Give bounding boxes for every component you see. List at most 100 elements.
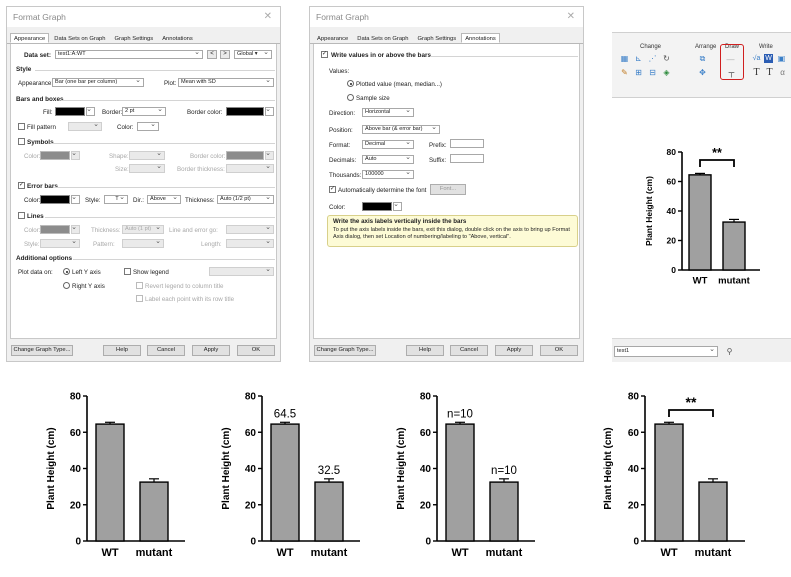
- fill-pattern-checkbox[interactable]: [18, 123, 25, 130]
- prev-data-set-button[interactable]: <: [207, 50, 217, 59]
- fill-color-swatch[interactable]: [55, 107, 85, 116]
- revert-legend-checkbox[interactable]: [136, 282, 143, 289]
- edit-icon[interactable]: ✎: [621, 68, 628, 77]
- thousands-select[interactable]: 100000: [362, 170, 414, 179]
- show-legend-checkbox[interactable]: [124, 268, 131, 275]
- greek-icon[interactable]: α: [780, 68, 785, 77]
- close-icon[interactable]: ✕: [263, 11, 272, 22]
- lines-thickness-select[interactable]: Auto (1 pt): [122, 225, 164, 234]
- link-icon[interactable]: ⚲: [726, 347, 733, 356]
- prefix-input[interactable]: [450, 139, 484, 148]
- suffix-input[interactable]: [450, 154, 484, 163]
- lines-style-select[interactable]: [40, 239, 80, 248]
- tab-data-sets[interactable]: Data Sets on Graph: [54, 36, 106, 42]
- lines-checkbox[interactable]: [18, 212, 25, 219]
- symbols-color-dropdown[interactable]: [71, 151, 80, 160]
- tab-graph-settings[interactable]: Graph Settings: [114, 36, 154, 42]
- close-icon[interactable]: ✕: [566, 11, 575, 22]
- lines-color-dropdown[interactable]: [71, 225, 80, 234]
- next-data-set-button[interactable]: >: [220, 50, 230, 59]
- tab-annotations[interactable]: Annotations: [162, 36, 193, 42]
- tab-appearance[interactable]: Appearance: [317, 36, 349, 42]
- plot-select[interactable]: Mean with SD: [178, 78, 274, 87]
- apply-button[interactable]: Apply: [192, 345, 230, 356]
- symbols-color-swatch[interactable]: [40, 151, 70, 160]
- sheet-select[interactable]: test1: [614, 346, 718, 357]
- border-color-swatch[interactable]: [226, 107, 264, 116]
- shape-select[interactable]: [129, 151, 165, 160]
- size-select[interactable]: [129, 164, 165, 173]
- format-select[interactable]: Decimal: [362, 140, 414, 149]
- data-icon[interactable]: ⊟: [649, 68, 656, 77]
- align-icon[interactable]: ✥: [699, 68, 706, 77]
- border-color-dropdown[interactable]: [265, 107, 274, 116]
- tab-data-sets[interactable]: Data Sets on Graph: [357, 36, 409, 42]
- tab-graph-settings[interactable]: Graph Settings: [417, 36, 457, 42]
- significance-line-icon[interactable]: ┬: [728, 68, 735, 77]
- image-icon[interactable]: ▣: [777, 54, 786, 63]
- symbols-border-color-dropdown[interactable]: [265, 151, 274, 160]
- help-button[interactable]: Help: [103, 345, 141, 356]
- text-style-icon[interactable]: T: [766, 67, 773, 78]
- lines-color-swatch[interactable]: [40, 225, 70, 234]
- change-graph-type-button[interactable]: Change Graph Type...: [314, 345, 376, 356]
- fill-pattern-color-select[interactable]: [137, 122, 159, 131]
- length-select[interactable]: [226, 239, 274, 248]
- axis-icon[interactable]: ⊾: [635, 54, 642, 63]
- symbols-border-color-swatch[interactable]: [226, 151, 264, 160]
- global-button[interactable]: Global ▾: [234, 50, 272, 59]
- font-button[interactable]: Font...: [430, 184, 466, 195]
- legend-select[interactable]: [209, 267, 274, 276]
- decimals-select[interactable]: Auto: [362, 155, 414, 164]
- sample-size-radio[interactable]: [347, 94, 354, 101]
- appearance-label: Appearance:: [18, 80, 54, 87]
- ok-button[interactable]: OK: [540, 345, 578, 356]
- position-select[interactable]: Above bar (& error bar): [362, 125, 440, 134]
- word-icon[interactable]: W: [764, 54, 773, 63]
- error-bars-dir-select[interactable]: Above: [147, 195, 181, 204]
- fill-pattern-select[interactable]: [68, 122, 102, 131]
- lines-style-label: Style:: [24, 241, 40, 248]
- fill-color-dropdown[interactable]: [86, 107, 95, 116]
- border-select[interactable]: 2 pt: [122, 107, 166, 116]
- label-each-point-checkbox[interactable]: [136, 295, 143, 302]
- cancel-button[interactable]: Cancel: [147, 345, 185, 356]
- help-button[interactable]: Help: [406, 345, 444, 356]
- symbols-checkbox[interactable]: [18, 138, 25, 145]
- right-y-axis-radio[interactable]: [63, 282, 70, 289]
- apply-button[interactable]: Apply: [495, 345, 533, 356]
- arrange-icon[interactable]: ⧉: [699, 54, 706, 63]
- scatter-icon[interactable]: ⋰: [648, 54, 657, 63]
- write-values-checkbox[interactable]: ✓: [321, 51, 328, 58]
- error-bars-color-dropdown[interactable]: [71, 195, 80, 204]
- y-axis-label: Plant Height (cm): [603, 427, 614, 509]
- auto-font-checkbox[interactable]: ✓: [329, 186, 336, 193]
- line-error-select[interactable]: [226, 225, 274, 234]
- text-color-dropdown[interactable]: [393, 202, 402, 211]
- direction-select[interactable]: Horizontal: [362, 108, 414, 117]
- ok-button[interactable]: OK: [237, 345, 275, 356]
- text-icon[interactable]: T: [753, 67, 760, 78]
- tab-appearance[interactable]: Appearance: [10, 33, 50, 43]
- error-bars-checkbox[interactable]: ✓: [18, 182, 25, 189]
- error-bars-color-swatch[interactable]: [40, 195, 70, 204]
- graph-type-icon[interactable]: ▦: [620, 54, 629, 63]
- tab-annotations[interactable]: Annotations: [461, 33, 500, 43]
- data-set-select[interactable]: test1:A:WT: [55, 50, 203, 59]
- pattern-select[interactable]: [122, 239, 164, 248]
- equation-icon[interactable]: √a: [752, 55, 761, 62]
- text-color-swatch[interactable]: [362, 202, 392, 211]
- error-bars-style-select[interactable]: T: [104, 195, 128, 204]
- cancel-button[interactable]: Cancel: [450, 345, 488, 356]
- palette-icon[interactable]: ◈: [663, 68, 670, 77]
- error-bars-thickness-select[interactable]: Auto (1/2 pt): [217, 195, 274, 204]
- border-thickness-select[interactable]: [226, 164, 274, 173]
- change-graph-type-button[interactable]: Change Graph Type...: [11, 345, 73, 356]
- format-axis-icon[interactable]: ⊞: [635, 68, 642, 77]
- left-y-axis-radio[interactable]: [63, 268, 70, 275]
- significance-bracket: [668, 409, 714, 417]
- line-tool-icon[interactable]: —: [726, 55, 735, 64]
- rotate-icon[interactable]: ↻: [663, 54, 670, 63]
- appearance-select[interactable]: Bar (one bar per column): [52, 78, 144, 87]
- plotted-value-radio[interactable]: [347, 80, 354, 87]
